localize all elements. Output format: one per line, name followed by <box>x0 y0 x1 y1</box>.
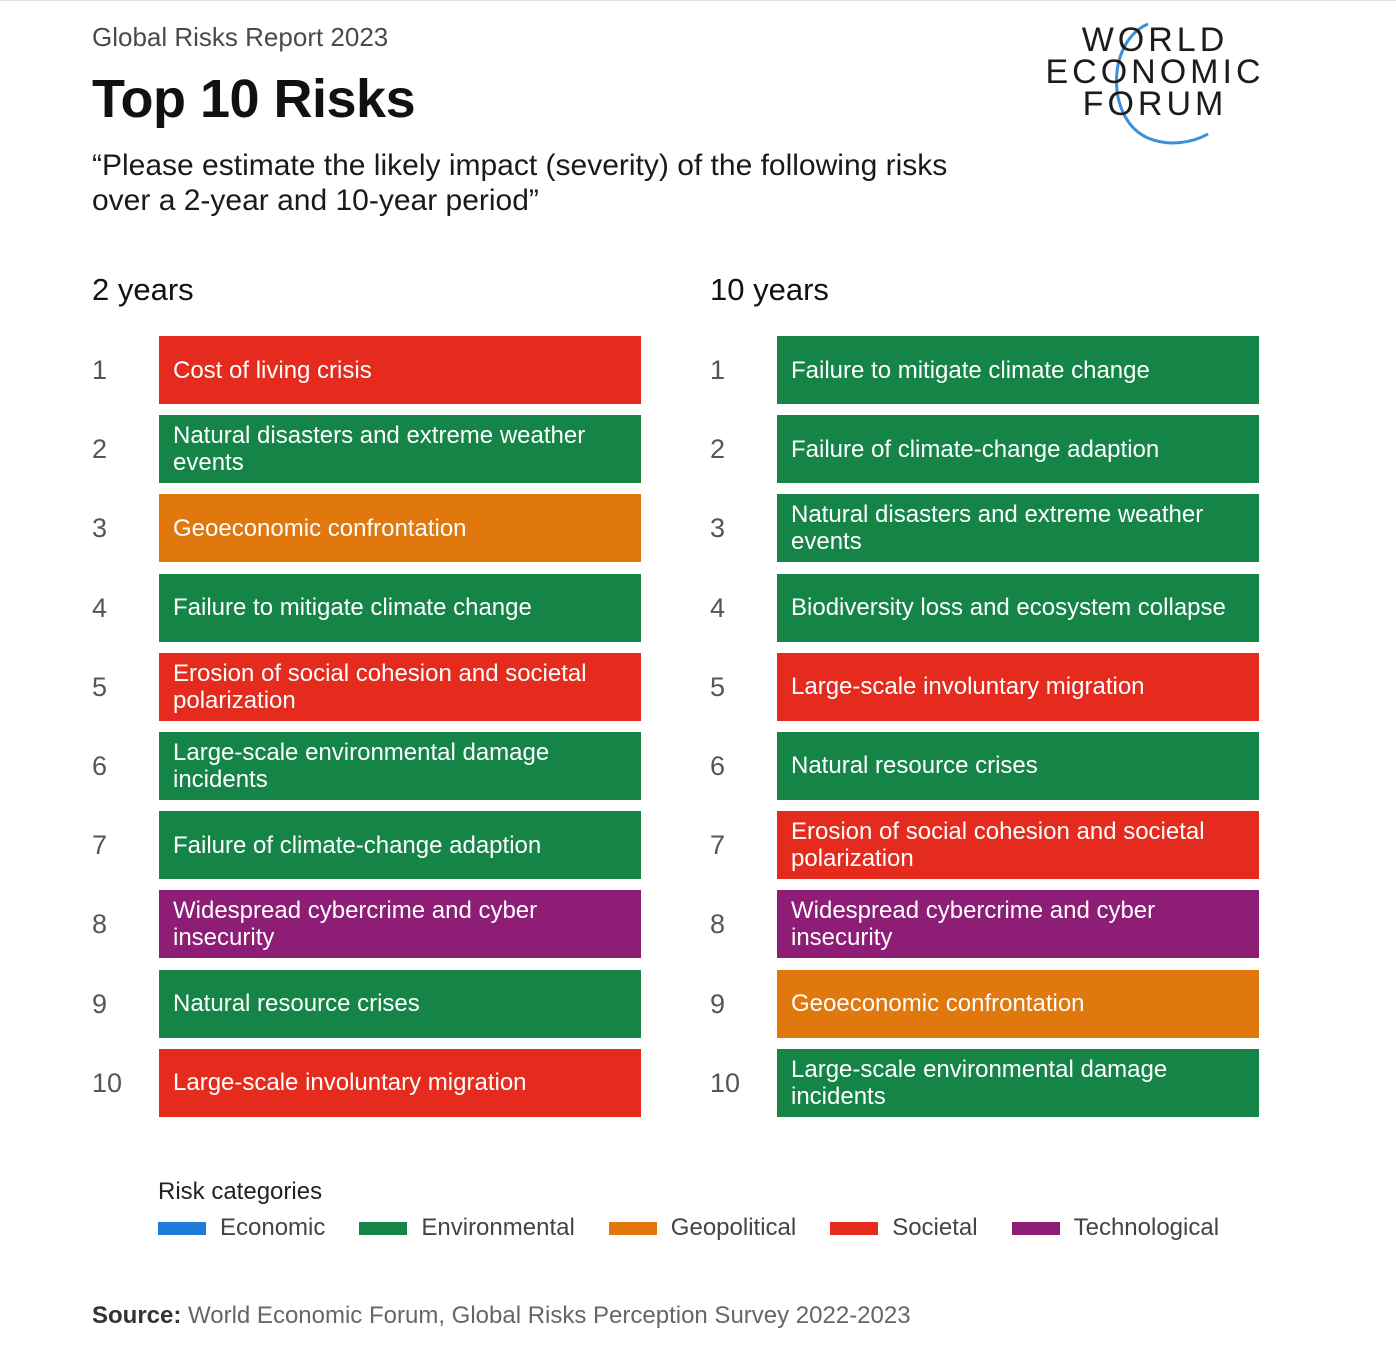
legend-swatch <box>158 1221 206 1235</box>
risk-bar: Erosion of social cohesion and societal … <box>777 811 1259 880</box>
source-note: Source: World Economic Forum, Global Ris… <box>92 1302 911 1330</box>
risk-label: Geoeconomic confrontation <box>173 514 467 542</box>
risk-bar: Erosion of social cohesion and societal … <box>159 652 641 721</box>
risk-rank: 2 <box>92 434 108 465</box>
risk-label: Biodiversity loss and ecosystem collapse <box>791 594 1226 622</box>
risk-rank: 1 <box>710 355 726 385</box>
risk-rank: 9 <box>710 988 726 1019</box>
legend: Economic Environmental Geopolitical Societa… <box>158 1214 1253 1242</box>
legend-label: Geopolitical <box>670 1214 797 1241</box>
risk-bar: Geoeconomic confrontation <box>159 494 641 563</box>
risk-label: Erosion of social cohesion and societal … <box>791 818 1205 873</box>
legend-item: Environmental <box>359 1214 575 1242</box>
logo-line-1: WORLD <box>1081 21 1229 59</box>
risk-rank: 7 <box>710 830 726 861</box>
page-subtitle: “Please estimate the likely impact (seve… <box>92 149 948 217</box>
risk-label: Geoeconomic confrontation <box>791 990 1085 1017</box>
risk-label: Widespread cybercrime and cyber insecuri… <box>173 897 538 952</box>
risk-rank: 6 <box>92 750 108 781</box>
risk-bar: Cost of living crisis <box>159 336 641 404</box>
risk-label: Natural resource crises <box>173 990 420 1017</box>
legend-item: Geopolitical <box>608 1214 797 1242</box>
column-heading-2-years: 2 years <box>92 272 194 307</box>
risk-rank: 9 <box>92 988 108 1019</box>
risk-rank: 8 <box>92 909 108 940</box>
risk-bar: Natural disasters and extreme weather ev… <box>159 415 641 484</box>
legend-swatch <box>359 1221 408 1235</box>
risk-bar: Natural disasters and extreme weather ev… <box>777 494 1259 563</box>
risk-bar: Failure of climate-change adaption <box>159 811 641 880</box>
legend-swatch <box>830 1221 879 1235</box>
risk-rank: 5 <box>92 671 108 702</box>
risk-bar: Geoeconomic confrontation <box>777 969 1259 1038</box>
legend-label: Economic <box>220 1214 326 1241</box>
risk-label: Natural disasters and extreme weather ev… <box>173 422 586 477</box>
risk-label: Natural resource crises <box>791 752 1038 780</box>
risk-rank: 4 <box>92 592 108 623</box>
legend-item: Societal <box>830 1214 978 1242</box>
risk-rank: 10 <box>92 1067 123 1098</box>
risk-label: Large-scale environmental damage inciden… <box>791 1055 1168 1110</box>
risk-bar: Large-scale involuntary migration <box>159 1048 641 1117</box>
risk-label: Large-scale environmental damage inciden… <box>173 738 550 793</box>
risk-label: Failure of climate-change adaption <box>791 435 1160 463</box>
report-label: Global Risks Report 2023 <box>92 22 389 52</box>
source-text: World Economic Forum, Global Risks Perce… <box>181 1302 911 1329</box>
risk-label: Erosion of social cohesion and societal … <box>173 659 587 714</box>
risk-bar: Natural resource crises <box>159 969 641 1038</box>
risk-bar: Widespread cybercrime and cyber insecuri… <box>777 890 1259 959</box>
logo-line-2: ECONOMIC <box>1045 53 1265 91</box>
risk-bar: Widespread cybercrime and cyber insecuri… <box>159 890 641 959</box>
risk-rank: 8 <box>710 909 726 940</box>
logo-arc-icon <box>1115 22 1209 145</box>
legend-label: Environmental <box>421 1214 575 1241</box>
risk-label: Widespread cybercrime and cyber insecuri… <box>791 897 1156 952</box>
risk-bar: Failure to mitigate climate change <box>159 573 641 642</box>
risk-label: Failure of climate-change adaption <box>173 831 542 859</box>
risk-bar: Failure to mitigate climate change <box>777 336 1259 404</box>
risk-bar: Failure of climate-change adaption <box>777 415 1259 484</box>
risk-label: Large-scale involuntary migration <box>791 673 1145 701</box>
legend-label: Societal <box>892 1214 978 1241</box>
risk-rank: 3 <box>92 513 108 544</box>
risk-rank: 6 <box>710 750 726 781</box>
risk-bar: Natural resource crises <box>777 731 1259 800</box>
risk-rank: 3 <box>710 513 726 544</box>
legend-swatch <box>608 1221 657 1235</box>
legend-title: Risk categories <box>158 1178 323 1205</box>
top-divider <box>0 0 1396 1</box>
risk-rank: 1 <box>92 355 108 385</box>
risk-label: Failure to mitigate climate change <box>791 356 1150 384</box>
risk-rank: 7 <box>92 830 108 861</box>
legend-label: Technological <box>1073 1214 1220 1241</box>
risk-bar: Large-scale environmental damage inciden… <box>777 1048 1259 1117</box>
risk-bar: Biodiversity loss and ecosystem collapse <box>777 573 1259 642</box>
risk-rank: 2 <box>710 434 726 465</box>
column-heading-10-years: 10 years <box>710 272 829 307</box>
risk-rank: 4 <box>710 592 726 623</box>
risk-label: Cost of living crisis <box>173 356 372 384</box>
risk-rank: 5 <box>710 671 726 702</box>
page-title: Top 10 Risks <box>92 69 416 129</box>
logo-line-3: FORUM <box>1082 85 1228 123</box>
risk-rank: 10 <box>710 1067 741 1098</box>
legend-swatch <box>1011 1221 1060 1235</box>
risk-bar: Large-scale involuntary migration <box>777 652 1259 721</box>
source-label: Source: <box>92 1302 182 1329</box>
legend-item: Economic <box>158 1214 325 1242</box>
legend-item: Technological <box>1011 1214 1220 1242</box>
risk-bar: Large-scale environmental damage inciden… <box>159 731 641 800</box>
risk-label: Large-scale involuntary migration <box>173 1069 527 1097</box>
wef-logo: WORLD ECONOMIC FORUM <box>1040 20 1270 150</box>
risk-label: Failure to mitigate climate change <box>173 594 532 622</box>
risk-label: Natural disasters and extreme weather ev… <box>791 501 1204 556</box>
